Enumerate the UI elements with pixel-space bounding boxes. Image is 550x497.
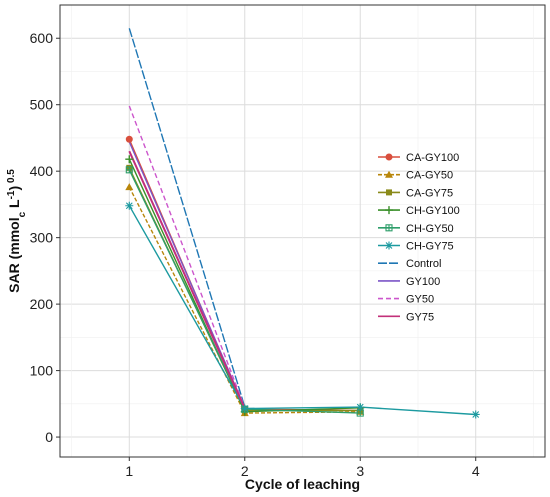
legend-marker (385, 224, 393, 232)
data-point-ch-gy100 (125, 155, 134, 164)
y-tick-label: 400 (30, 163, 54, 179)
plot-frame (59, 4, 546, 458)
y-tick-label: 200 (30, 296, 54, 312)
legend-label: GY75 (406, 311, 434, 323)
data-point-ch-gy75 (240, 404, 249, 413)
x-tick-label: 1 (125, 463, 133, 479)
x-tick-label: 3 (356, 463, 364, 479)
legend-label: Control (406, 258, 441, 270)
legend-item-ca-gy75: CA-GY75 (378, 187, 453, 199)
legend-label: CA-GY50 (406, 170, 453, 182)
y-tick-label: 100 (30, 363, 54, 379)
legend-label: CH-GY75 (406, 241, 454, 253)
legend-label: CH-GY100 (406, 205, 460, 217)
legend-label: CA-GY75 (406, 187, 453, 199)
data-point-ch-gy50 (125, 166, 133, 174)
grid (60, 4, 545, 457)
data-point-ch-gy75 (125, 201, 134, 210)
y-tick-label: 600 (30, 30, 54, 46)
y-tick-label: 300 (30, 230, 54, 246)
legend-label: CH-GY50 (406, 223, 454, 235)
series-line-ch-gy75 (128, 205, 476, 416)
legend-label: CA-GY100 (406, 152, 459, 164)
legend-item-ch-gy50: CH-GY50 (378, 223, 454, 235)
data-point-ca-gy50 (125, 183, 134, 191)
x-axis-label: Cycle of leaching (245, 476, 360, 492)
legend-item-ca-gy50: CA-GY50 (378, 170, 453, 182)
x-tick-label: 2 (241, 463, 249, 479)
legend-item-control: Control (378, 258, 441, 270)
legend-item-gy75: GY75 (378, 311, 434, 323)
legend-marker (385, 206, 393, 215)
series-line-control (128, 28, 246, 408)
legend-marker (386, 189, 392, 196)
legend-label: GY50 (406, 294, 434, 306)
legend-item-ch-gy100: CH-GY100 (378, 205, 460, 217)
y-axis-ticks: 0 100 200 300 400 500 600 (30, 30, 60, 445)
legend-item-gy100: GY100 (378, 276, 440, 288)
series-line-gy50 (128, 105, 246, 409)
y-tick-label: 500 (30, 97, 54, 113)
legend-item-gy50: GY50 (378, 294, 434, 306)
series-markers (125, 135, 480, 419)
y-tick-label: 0 (45, 429, 53, 445)
legend-item-ca-gy100: CA-GY100 (378, 152, 459, 164)
legend: CA-GY100 CA-GY50 CA-GY75 CH-GY100 CH-GY50 CH-… (378, 152, 460, 323)
legend-label: GY100 (406, 276, 440, 288)
series-line-gy75 (128, 150, 246, 409)
y-axis-label: SAR (mmolc L-1) 0.5 (6, 169, 28, 293)
legend-marker (385, 170, 393, 178)
legend-marker (385, 153, 393, 161)
x-axis-ticks: 1 2 3 4 (125, 457, 480, 479)
data-point-ch-gy75 (356, 403, 365, 412)
data-point-ch-gy75 (471, 410, 480, 419)
data-point-ca-gy100 (125, 135, 133, 143)
x-tick-label: 4 (472, 463, 480, 479)
legend-marker (385, 241, 393, 250)
legend-item-ch-gy75: CH-GY75 (378, 241, 454, 253)
